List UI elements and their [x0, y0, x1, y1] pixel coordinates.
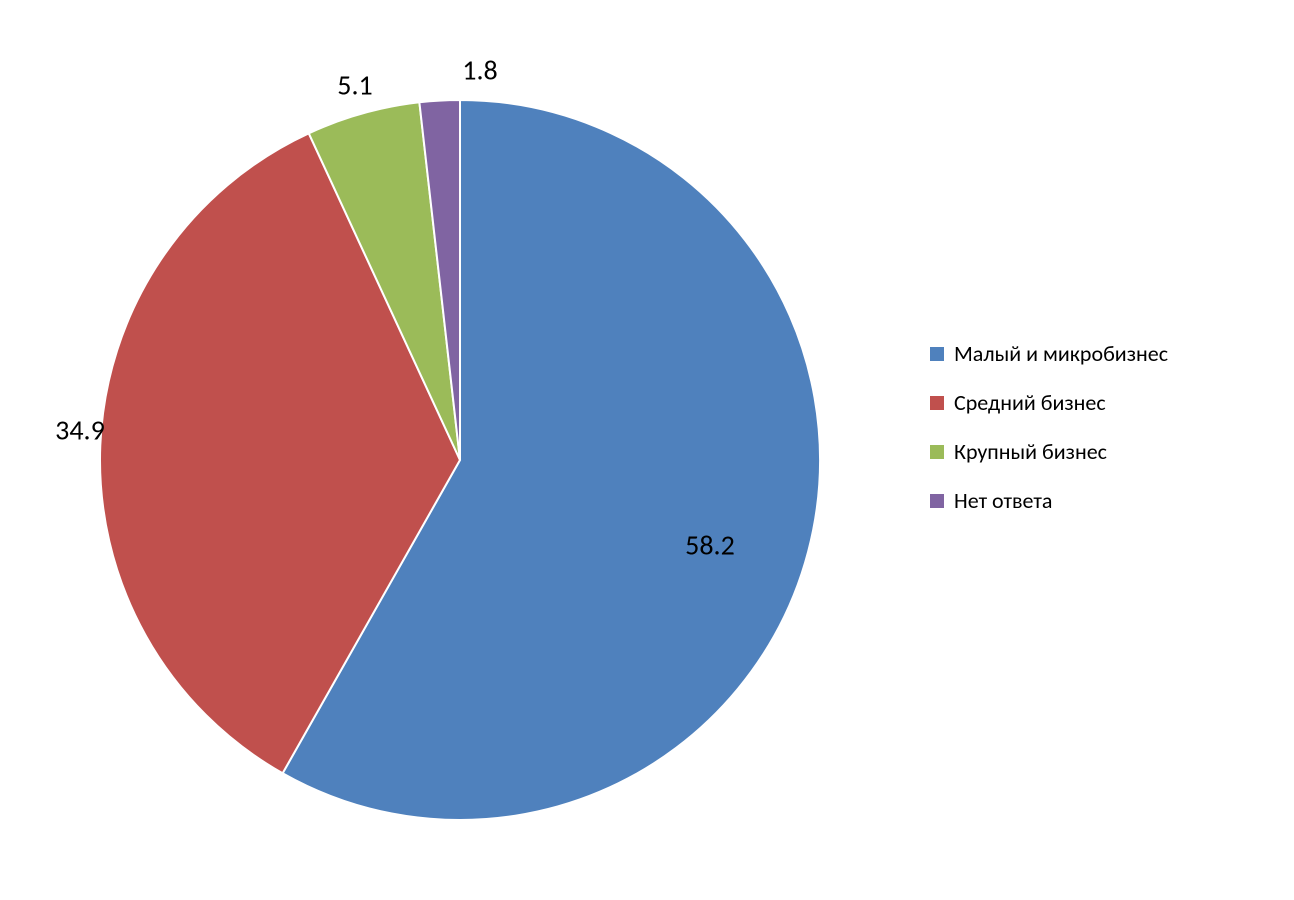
legend-swatch-2	[930, 445, 944, 459]
slice-label-2: 5.1	[337, 68, 372, 103]
legend-swatch-0	[930, 347, 944, 361]
legend-item-1: Средний бизнес	[930, 389, 1168, 416]
legend: Малый и микробизнес Средний бизнес Крупн…	[930, 340, 1168, 514]
legend-label-2: Крупный бизнес	[954, 438, 1107, 465]
pie-chart: 58.2 34.9 5.1 1.8 Малый и микробизнес Ср…	[0, 0, 1294, 900]
legend-label-3: Нет ответа	[954, 487, 1052, 514]
legend-item-0: Малый и микробизнес	[930, 340, 1168, 367]
slice-label-1: 34.9	[55, 413, 105, 448]
slice-label-3: 1.8	[462, 53, 497, 88]
legend-label-0: Малый и микробизнес	[954, 340, 1168, 367]
slice-label-0: 58.2	[685, 528, 735, 563]
legend-item-2: Крупный бизнес	[930, 438, 1168, 465]
legend-swatch-1	[930, 396, 944, 410]
legend-swatch-3	[930, 494, 944, 508]
legend-item-3: Нет ответа	[930, 487, 1168, 514]
legend-label-1: Средний бизнес	[954, 389, 1106, 416]
